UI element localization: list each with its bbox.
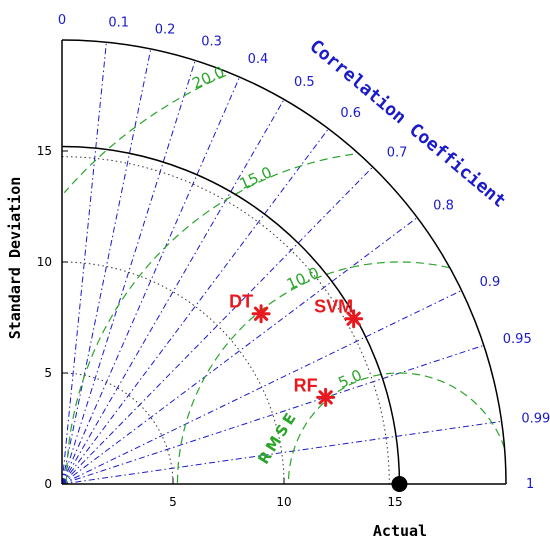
correlation-ray	[61, 42, 107, 485]
correlation-tick-label: 0	[58, 13, 66, 28]
correlation-ray	[61, 217, 418, 485]
model-marker-core	[322, 393, 330, 401]
correlation-tick-label: 0.99	[521, 412, 550, 427]
correlation-tick-label: 0.3	[201, 34, 222, 49]
correlation-tick-label: 0.5	[294, 75, 315, 90]
correlation-tick-label: 0.4	[248, 52, 269, 67]
correlation-tick-label: 0.95	[503, 332, 532, 347]
correlation-tick-label: 0.7	[387, 146, 408, 161]
rmse-contour	[65, 153, 354, 485]
marker-layer	[251, 304, 408, 492]
y-tick-label: 5	[44, 366, 52, 380]
model-marker	[251, 304, 271, 324]
outer-arc	[61, 39, 507, 485]
rmse-contour-label: 5.0	[336, 366, 365, 392]
correlation-ray	[61, 128, 329, 485]
std-dotted-arc	[61, 156, 390, 485]
rmse-contour-label: 20.0	[189, 63, 227, 93]
correlation-axis-title: Correlation Coefficient	[305, 36, 509, 212]
rmse-contour	[63, 74, 227, 194]
correlation-tick-label: 0.9	[480, 275, 501, 290]
model-marker	[316, 387, 336, 407]
rmse-contour-label: 10.0	[284, 264, 322, 294]
correlation-tick-label: 1	[526, 477, 534, 492]
reference-std-arc	[61, 145, 401, 485]
x-tick-label: 15	[387, 495, 402, 509]
correlation-ray	[61, 344, 484, 485]
std-dotted-arc	[61, 261, 285, 485]
correlation-ray	[61, 420, 502, 485]
y-tick-label: 0	[44, 477, 52, 491]
y-tick-label: 10	[37, 255, 52, 269]
rmse-contour	[287, 372, 505, 485]
correlation-ray	[61, 290, 462, 485]
rmse-contour-label: 15.0	[237, 163, 275, 193]
model-marker-core	[257, 310, 265, 318]
correlation-tick-label: 0.6	[340, 106, 361, 121]
y-axis-title: Standard Deviation	[6, 177, 24, 340]
correlation-ray	[61, 48, 152, 485]
reference-point	[391, 476, 408, 492]
rmse-title: RMSE	[254, 407, 301, 467]
correlation-tick-label: 0.2	[155, 22, 176, 37]
y-tick-label: 15	[37, 144, 52, 158]
correlation-ray	[61, 99, 285, 485]
model-marker-core	[350, 315, 358, 323]
correlation-tick-label: 0.8	[433, 199, 454, 214]
x-tick-label: 5	[169, 495, 177, 509]
label-layer: 0 0.1 0.20.30.40.50.60.70.80.90.950.9915.0…	[37, 13, 550, 509]
model-label: SVM	[314, 297, 353, 317]
x-tick-label: 10	[276, 495, 291, 509]
model-label: DT	[229, 292, 253, 312]
model-label: RF	[294, 375, 318, 395]
axes-layer	[61, 39, 507, 485]
correlation-tick-label: 0.1	[108, 15, 129, 30]
model-marker	[344, 309, 364, 329]
grid-layer	[61, 42, 505, 485]
x-axis-title: Actual	[373, 522, 427, 540]
correlation-ray	[61, 76, 241, 485]
